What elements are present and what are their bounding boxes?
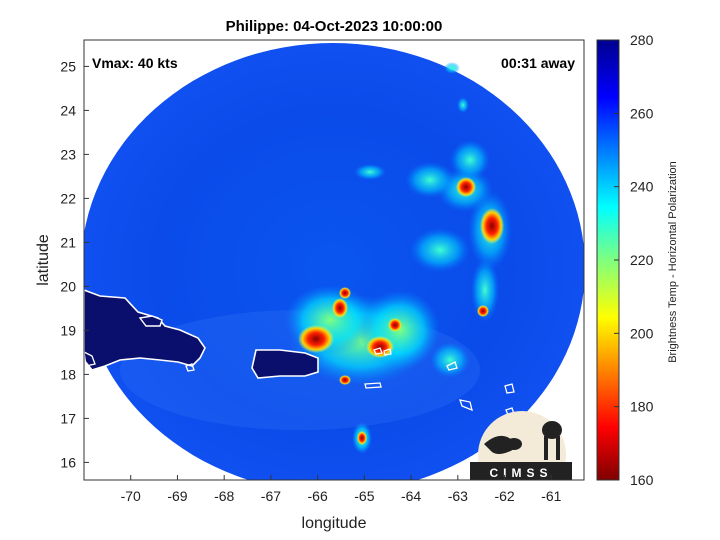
- y-axis-ticks: 16 17 18 19 20 21 22 23 24 25: [60, 58, 89, 470]
- x-tick-label: -66: [308, 488, 328, 504]
- x-tick-label: -67: [261, 488, 281, 504]
- x-tick-label: -62: [494, 488, 514, 504]
- colorbar-tick-label: 240: [630, 179, 654, 195]
- x-tick-label: -70: [121, 488, 141, 504]
- colorbar-tick-label: 200: [630, 325, 654, 341]
- x-tick-label: -63: [448, 488, 468, 504]
- colorbar-tick-label: 220: [630, 252, 654, 268]
- y-tick-label: 18: [60, 366, 76, 382]
- y-axis-label: latitude: [35, 234, 52, 286]
- x-axis-ticks: -70 -69 -68 -67 -66 -65 -64 -63 -62 -61: [121, 475, 562, 504]
- y-tick-label: 25: [60, 58, 76, 74]
- cimss-logo: CIMSS: [470, 411, 572, 480]
- colorbar-tick-label: 180: [630, 399, 654, 415]
- y-tick-label: 21: [60, 234, 76, 250]
- y-tick-label: 24: [60, 102, 76, 118]
- puerto-rico-outline: [251, 349, 319, 379]
- y-tick-label: 19: [60, 322, 76, 338]
- y-tick-label: 22: [60, 190, 76, 206]
- x-axis-label: longitude: [302, 515, 367, 532]
- x-tick-label: -69: [167, 488, 187, 504]
- colorbar-tick-label: 260: [630, 105, 654, 121]
- colorbar-tick-label: 280: [630, 32, 654, 48]
- deep-convection-cells: [298, 177, 504, 445]
- rainband-features: [285, 62, 512, 454]
- y-tick-label: 23: [60, 146, 76, 162]
- y-tick-label: 16: [60, 454, 76, 470]
- colorbar-ticks: 280 260 240 220 200 180 160: [614, 32, 654, 488]
- x-tick-label: -68: [214, 488, 234, 504]
- cimss-logo-text: CIMSS: [489, 466, 552, 480]
- colorbar-tick-label: 160: [630, 472, 654, 488]
- y-tick-label: 17: [60, 410, 76, 426]
- colorbar-label: Brightness Temp - Horizontal Polarizatio…: [667, 161, 679, 363]
- map-plot-area: CIMSS Vmax: 40 kts 00:31 away: [83, 39, 585, 481]
- hispaniola-outline: [84, 289, 206, 371]
- x-tick-label: -61: [541, 488, 561, 504]
- vmax-label: Vmax: 40 kts: [92, 55, 178, 71]
- coastlines: [84, 289, 515, 416]
- y-tick-label: 20: [60, 278, 76, 294]
- figure-title: Philippe: 04-Oct-2023 10:00:00: [226, 18, 443, 35]
- time-away-label: 00:31 away: [501, 55, 575, 71]
- plot-frame: [83, 39, 585, 481]
- colorbar: 280 260 240 220 200 180 160 Brightness Temp - …: [596, 32, 679, 488]
- x-tick-label: -65: [354, 488, 374, 504]
- x-tick-label: -64: [401, 488, 421, 504]
